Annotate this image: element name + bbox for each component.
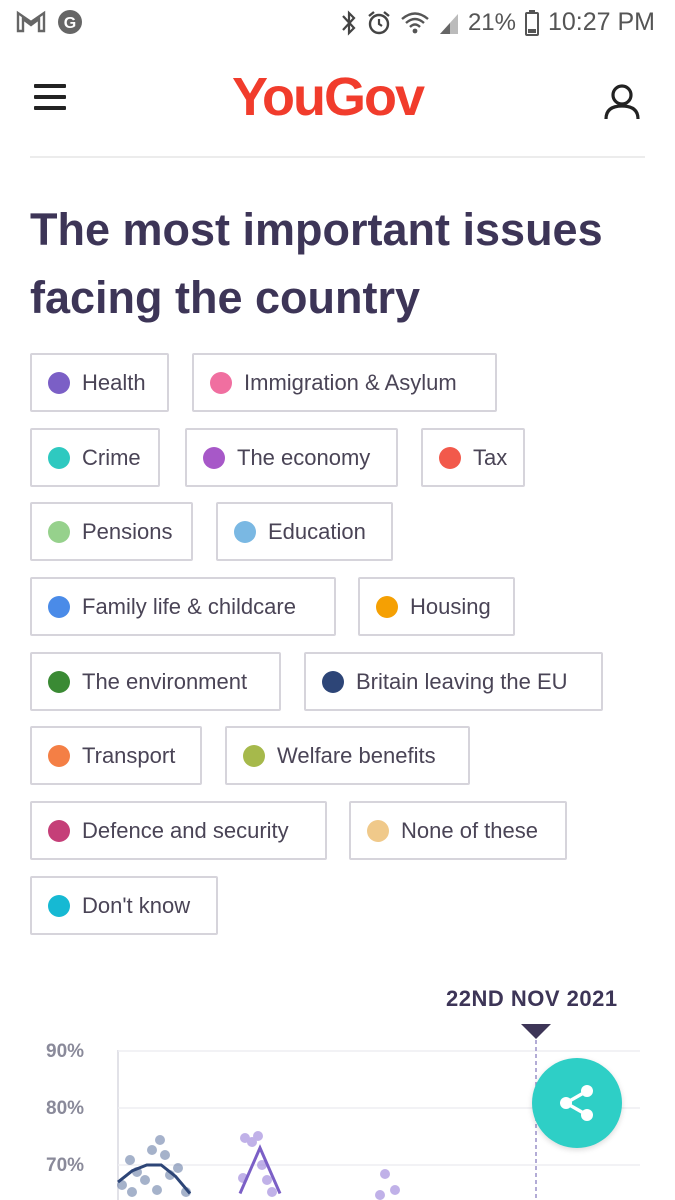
gmail-icon (16, 10, 46, 33)
filter-chip-immigration[interactable]: Immigration & Asylum (192, 353, 497, 412)
color-dot (48, 446, 70, 469)
filter-label: The environment (82, 668, 248, 694)
filter-chip-crime[interactable]: Crime (30, 428, 160, 487)
share-button[interactable] (532, 1058, 622, 1148)
color-dot (243, 744, 265, 767)
filter-label: Transport (82, 742, 176, 768)
color-dot (48, 894, 70, 917)
menu-button[interactable] (34, 84, 74, 118)
battery-icon (524, 9, 539, 36)
menu-icon (34, 84, 66, 88)
color-dot (210, 371, 232, 394)
header-divider (30, 156, 645, 158)
filter-label: Family life & childcare (82, 593, 296, 619)
filter-chip-welfare[interactable]: Welfare benefits (225, 726, 470, 785)
share-icon (560, 1085, 593, 1121)
color-dot (48, 819, 70, 842)
series-line-health (238, 1144, 282, 1195)
color-dot (48, 744, 70, 767)
filter-label: The economy (237, 444, 371, 470)
color-dot (376, 595, 398, 618)
filter-label: Pensions (82, 518, 173, 544)
account-button[interactable] (602, 82, 642, 122)
filter-label: Education (268, 518, 366, 544)
svg-text:G: G (64, 15, 76, 32)
date-marker-label: 22ND NOV 2021 (446, 986, 618, 1011)
series-line-brexit (117, 1163, 192, 1195)
app-icon: G (58, 10, 82, 34)
color-dot (48, 595, 70, 618)
status-bar: G 21% 10:27 PM (0, 0, 675, 48)
filter-chip-environment[interactable]: The environment (30, 652, 281, 711)
color-dot (48, 670, 70, 693)
page-title: The most important issues facing the cou… (30, 204, 603, 323)
y-tick-label: 80% (46, 1098, 85, 1119)
brexit-scatter-points (117, 1135, 191, 1197)
filter-chip-family-life[interactable]: Family life & childcare (30, 577, 336, 636)
filter-chip-education[interactable]: Education (216, 502, 393, 561)
clock: 10:27 PM (547, 8, 655, 36)
bluetooth-icon (342, 9, 356, 36)
filter-label: Defence and security (82, 817, 289, 843)
filter-chip-dont-know[interactable]: Don't know (30, 876, 218, 935)
date-marker-triangle[interactable] (521, 1024, 551, 1039)
filter-chip-health[interactable]: Health (30, 353, 169, 412)
user-icon (604, 84, 640, 120)
y-tick-label: 70% (46, 1155, 85, 1176)
filter-chip-defence[interactable]: Defence and security (30, 801, 327, 860)
health-scatter-points (238, 1131, 400, 1200)
alarm-icon (368, 10, 390, 34)
color-dot (203, 446, 225, 469)
filter-chip-transport[interactable]: Transport (30, 726, 202, 785)
color-dot (367, 819, 389, 842)
color-dot (322, 670, 344, 693)
yougov-logo[interactable]: YouGov (232, 67, 425, 127)
color-dot (48, 371, 70, 394)
y-tick-label: 90% (46, 1041, 85, 1062)
filter-label: Britain leaving the EU (356, 668, 568, 694)
filter-label: Immigration & Asylum (244, 369, 457, 395)
filter-chip-none[interactable]: None of these (349, 801, 567, 860)
signal-icon (439, 13, 458, 34)
site-header: YouGov (0, 58, 675, 148)
color-dot (234, 520, 256, 543)
filter-label: Health (82, 369, 146, 395)
filter-chip-tax[interactable]: Tax (421, 428, 525, 487)
filter-label: Don't know (82, 892, 191, 918)
filter-label: Housing (410, 593, 491, 619)
filter-chip-housing[interactable]: Housing (358, 577, 515, 636)
filter-label: None of these (401, 817, 538, 843)
filter-label: Welfare benefits (277, 742, 436, 768)
filter-label: Tax (473, 444, 508, 470)
wifi-icon (401, 11, 429, 33)
color-dot (439, 446, 461, 469)
filter-chip-pensions[interactable]: Pensions (30, 502, 193, 561)
color-dot (48, 520, 70, 543)
filter-chip-brexit[interactable]: Britain leaving the EU (304, 652, 603, 711)
filter-label: Crime (82, 444, 141, 470)
filter-chip-economy[interactable]: The economy (185, 428, 398, 487)
battery-percent: 21% (467, 8, 516, 36)
